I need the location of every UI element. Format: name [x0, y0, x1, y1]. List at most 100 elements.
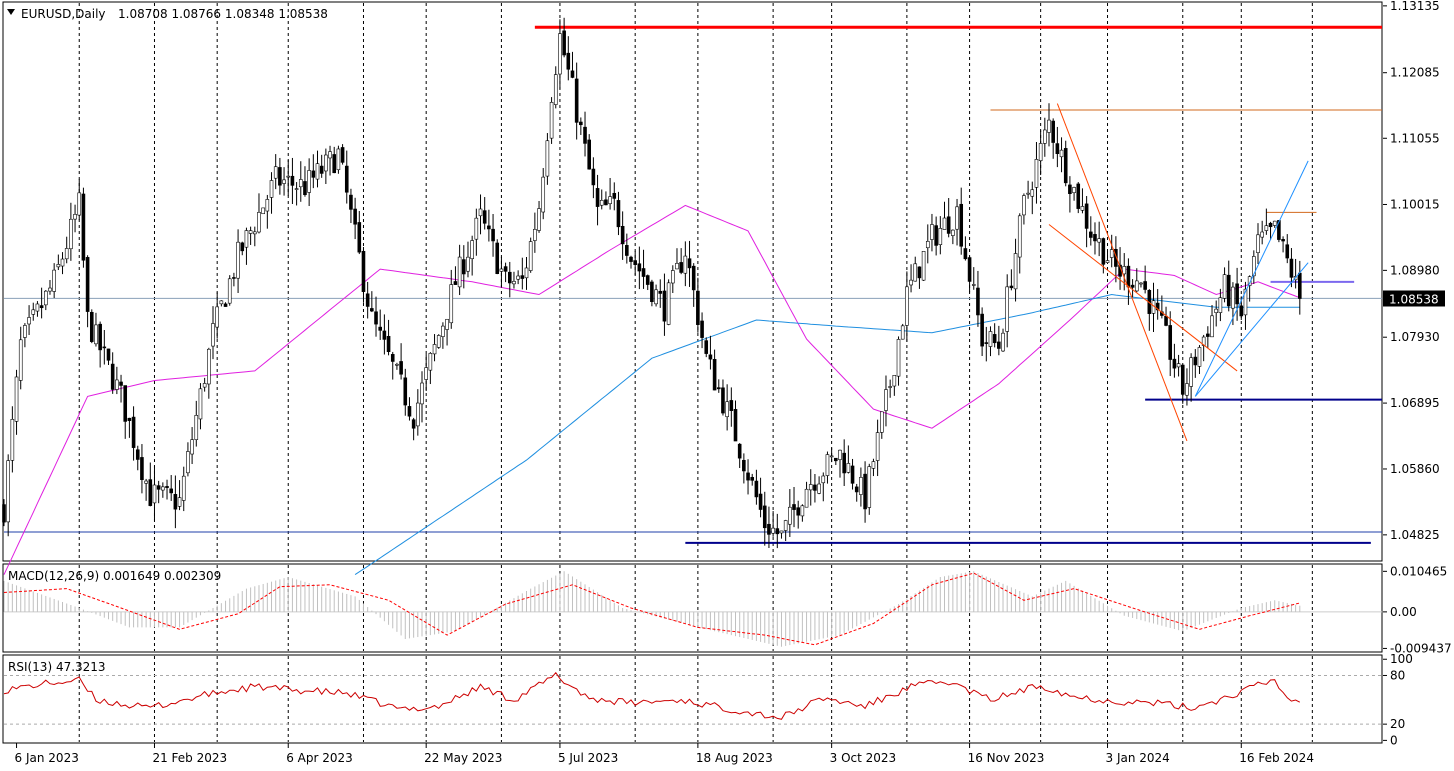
candle-body	[524, 267, 529, 279]
candle-body	[558, 33, 562, 75]
candle-body	[997, 341, 1001, 349]
candle-body	[361, 250, 366, 292]
candle-body	[340, 147, 345, 163]
candle-body	[750, 477, 755, 481]
symbol-dropdown-icon[interactable]	[7, 9, 15, 15]
candle-body	[625, 245, 629, 256]
candle-body	[775, 528, 780, 535]
candle-body	[60, 258, 65, 267]
candle-body	[181, 475, 186, 501]
candle-body	[257, 212, 261, 233]
candle-body	[892, 374, 897, 387]
candle-body	[650, 281, 654, 302]
candle-body	[1239, 305, 1244, 317]
candle-body	[1030, 189, 1035, 197]
candle-body	[629, 256, 633, 262]
candle-body	[737, 443, 742, 459]
candle-body	[574, 78, 579, 123]
candle-body	[1176, 363, 1181, 368]
candle-body	[708, 354, 713, 360]
candle-body	[570, 70, 575, 78]
candle-body	[1080, 206, 1085, 211]
time-tick-label: 22 May 2023	[424, 751, 502, 765]
candle-body	[278, 167, 282, 186]
candle-body	[1172, 358, 1177, 369]
candle-body	[537, 208, 541, 231]
candle-body	[896, 339, 901, 377]
candle-body	[81, 193, 86, 261]
candle-body	[1001, 332, 1005, 352]
candle-body	[1063, 148, 1068, 184]
candle-body	[35, 303, 40, 312]
candle-body	[89, 311, 94, 342]
candle-body	[349, 194, 353, 210]
price-tick-label: 1.10015	[1390, 197, 1440, 211]
time-tick-label: 16 Feb 2024	[1239, 751, 1314, 765]
candle-body	[1235, 283, 1239, 305]
price-tick-label: 1.12085	[1390, 66, 1440, 80]
candle-body	[332, 154, 337, 174]
candle-body	[240, 242, 245, 252]
candle-body	[386, 335, 391, 353]
candle-body	[123, 385, 128, 422]
candle-body	[704, 340, 709, 354]
candle-body	[846, 463, 851, 473]
candle-body	[771, 527, 775, 534]
candle-body	[641, 268, 646, 277]
time-tick-label: 18 Aug 2023	[696, 751, 773, 765]
candle-body	[374, 311, 378, 325]
candle-body	[169, 488, 173, 494]
macd-panel[interactable]	[2, 563, 1383, 653]
candle-body	[595, 188, 600, 207]
candle-body	[428, 353, 433, 371]
macd-label: MACD(12,26,9) 0.001649 0.002309	[8, 569, 221, 583]
candle-body	[1226, 274, 1231, 307]
candle-body	[1185, 383, 1189, 396]
candle-body	[1139, 282, 1143, 285]
candle-body	[917, 266, 922, 279]
time-tick-label: 21 Feb 2023	[152, 751, 227, 765]
candle-body	[1222, 274, 1227, 299]
candle-body	[115, 379, 119, 390]
candle-body	[324, 154, 328, 172]
candle-body	[842, 452, 846, 474]
candle-body	[867, 466, 872, 508]
candle-body	[1009, 285, 1014, 289]
candle-body	[10, 419, 15, 461]
candle-body	[1206, 333, 1210, 337]
candle-body	[679, 262, 683, 273]
candle-body	[1105, 260, 1110, 263]
candle-body	[298, 179, 303, 188]
candle-body	[721, 387, 725, 414]
ohlc-readout: 1.08708 1.08766 1.08348 1.08538	[118, 7, 328, 21]
rsi-line	[3, 671, 1301, 720]
candle-body	[135, 449, 140, 460]
candle-body	[1097, 238, 1101, 243]
candle-body	[675, 262, 679, 270]
candle-body	[754, 480, 759, 498]
candle-body	[988, 331, 993, 347]
candle-body	[286, 175, 291, 178]
candle-body	[2, 504, 6, 523]
candle-body	[1285, 244, 1290, 259]
candle-body	[194, 415, 199, 440]
price-tick-label: 1.06895	[1390, 396, 1440, 410]
candle-body	[512, 281, 516, 285]
candle-body	[156, 485, 161, 490]
candle-body	[616, 200, 621, 228]
candle-body	[888, 386, 892, 388]
slow-moving-average-line	[354, 293, 1300, 576]
candle-body	[934, 225, 938, 246]
candle-body	[390, 354, 395, 362]
rsi-panel[interactable]	[2, 654, 1383, 744]
candle-body	[930, 224, 934, 240]
candle-body	[85, 257, 90, 312]
candle-body	[353, 208, 357, 225]
candle-body	[1289, 258, 1294, 278]
candle-body	[658, 290, 663, 294]
candle-body	[98, 323, 102, 351]
candle-body	[1101, 238, 1106, 265]
candle-body	[198, 388, 203, 420]
trend-line	[1048, 224, 1238, 372]
candle-body	[1252, 256, 1256, 277]
